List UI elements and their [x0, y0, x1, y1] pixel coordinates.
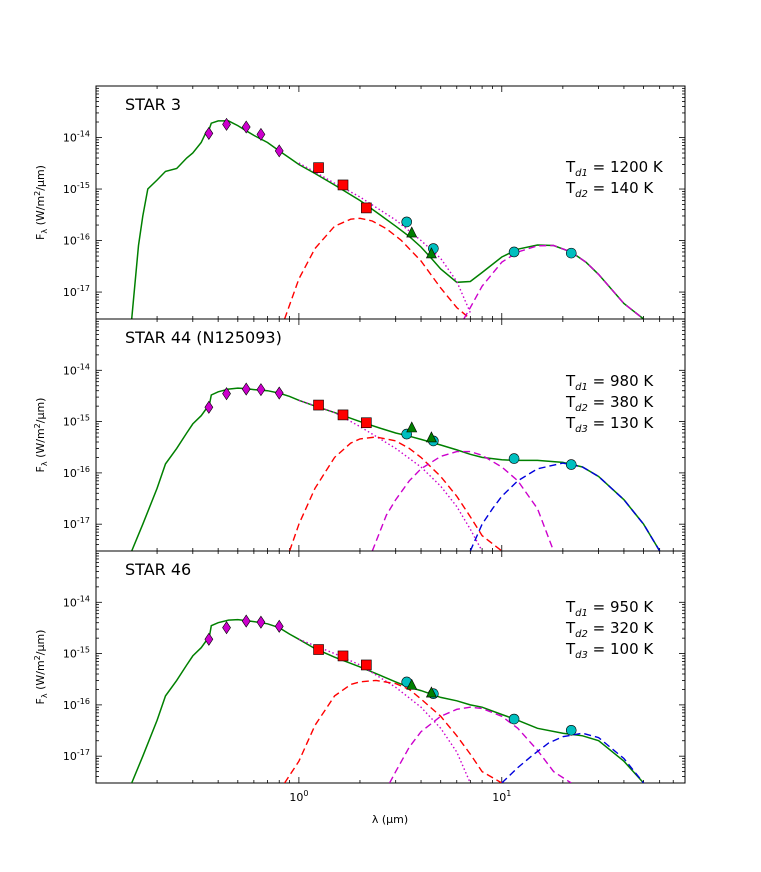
triangle-marker — [425, 247, 437, 259]
diamond-marker — [222, 117, 231, 131]
square-marker — [337, 409, 349, 421]
circle-marker — [401, 216, 413, 228]
plot-area — [131, 382, 661, 551]
temperature-label: Td2 = 140 K — [565, 179, 654, 200]
series-line-dotted — [298, 162, 471, 313]
x-axis-label: λ (μm) — [372, 813, 408, 826]
series-line-dashed — [283, 217, 471, 319]
x-tick-label: 100 — [289, 789, 308, 804]
series-line-dashed — [388, 706, 572, 783]
diamond-marker — [256, 615, 266, 629]
y-axis-label: Fλ (W/m2/μm) — [33, 398, 49, 473]
plot-area — [130, 117, 645, 319]
sed-panels: 10-14 10-15 10-16 10-17 Fλ (W/m2/μm) STAR 3 Td… — [33, 85, 686, 804]
diamond-marker — [274, 386, 284, 400]
diamond-marker — [222, 621, 231, 635]
series-line-dashed — [284, 679, 503, 783]
temperature-label: Td1 = 1200 K — [565, 158, 664, 179]
circle-marker — [565, 247, 577, 259]
y-tick-label: 10-14 — [63, 594, 90, 609]
diamond-marker — [204, 126, 214, 140]
square-marker — [361, 202, 372, 214]
circle-marker — [508, 713, 520, 725]
diamond-marker — [241, 614, 251, 628]
diamond-marker — [204, 400, 214, 414]
square-marker — [313, 399, 324, 411]
y-axis-label: Fλ (W/m2/μm) — [33, 630, 49, 705]
panel-title: STAR 46 — [125, 560, 191, 579]
triangle-marker — [406, 421, 418, 433]
y-axis-label: Fλ (W/m2/μm) — [33, 165, 49, 240]
series-line-dotted — [298, 399, 483, 551]
y-tick-label: 10-16 — [63, 233, 90, 248]
temperature-label: Td1 = 980 K — [565, 372, 654, 393]
diamond-marker — [256, 383, 266, 397]
circle-marker — [565, 724, 577, 736]
series-line-dotted — [298, 638, 471, 783]
y-tick-label: 10-16 — [63, 465, 90, 480]
circle-marker — [508, 246, 520, 258]
panel-1: 10-14 10-15 10-16 10-17 Fλ (W/m2/μm) STAR 3 Td… — [33, 85, 686, 320]
square-marker — [361, 659, 372, 671]
y-tick-label: 10-15 — [63, 646, 90, 661]
series-line-dashed — [288, 436, 503, 551]
series-line-dashed — [371, 450, 555, 551]
diamond-marker — [241, 382, 251, 396]
temperature-label: Td3 = 130 K — [565, 414, 654, 435]
y-tick-label: 10-14 — [63, 362, 90, 377]
plot-area — [131, 614, 645, 783]
diamond-marker — [274, 144, 284, 158]
triangle-marker — [406, 678, 418, 690]
temperature-label: Td3 = 100 K — [565, 640, 654, 661]
diamond-marker — [204, 632, 214, 646]
panel-frame — [95, 85, 686, 320]
square-marker — [337, 650, 349, 662]
square-marker — [313, 162, 324, 173]
triangle-marker — [406, 226, 418, 238]
series-line-dashed — [469, 462, 661, 551]
diamond-marker — [241, 120, 251, 134]
panel-2: 10-14 10-15 10-16 10-17 Fλ (W/m2/μm) STAR 44 … — [33, 318, 686, 552]
temperature-label: Td1 = 950 K — [565, 598, 654, 619]
square-marker — [313, 644, 324, 655]
y-tick-label: 10-16 — [63, 697, 90, 712]
triangle-marker — [425, 686, 437, 698]
y-tick-label: 10-15 — [63, 181, 90, 196]
square-marker — [361, 417, 372, 429]
panel-frame — [95, 318, 686, 552]
triangle-marker — [425, 431, 437, 443]
circle-marker — [508, 453, 520, 464]
diamond-marker — [256, 127, 266, 141]
panel-title: STAR 3 — [125, 95, 181, 114]
temperature-label: Td2 = 320 K — [565, 619, 654, 640]
panel-3: 10-14 10-15 10-16 10-17 100 101 Fλ (W/m2/μm) ST… — [33, 550, 686, 804]
series-line-dashed — [463, 244, 645, 319]
y-tick-label: 10-17 — [63, 748, 90, 763]
square-marker — [337, 179, 349, 191]
y-tick-label: 10-15 — [63, 414, 90, 429]
panel-title: STAR 44 (N125093) — [125, 328, 282, 347]
x-tick-label: 101 — [492, 789, 511, 804]
y-tick-label: 10-14 — [63, 130, 90, 145]
panel-frame — [95, 550, 686, 784]
series-line-dashed — [501, 732, 645, 783]
diamond-marker — [274, 619, 284, 633]
y-tick-label: 10-17 — [63, 284, 90, 299]
y-tick-label: 10-17 — [63, 516, 90, 531]
circle-marker — [565, 459, 577, 470]
series-line-solid — [130, 120, 645, 319]
diamond-marker — [222, 387, 231, 401]
temperature-label: Td2 = 380 K — [565, 393, 654, 414]
